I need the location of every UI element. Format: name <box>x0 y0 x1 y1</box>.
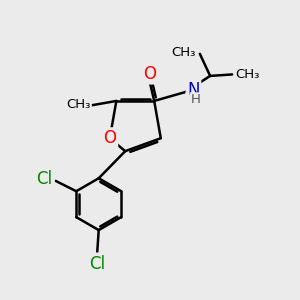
Text: Cl: Cl <box>37 170 53 188</box>
Text: O: O <box>143 64 156 82</box>
Text: CH₃: CH₃ <box>171 46 195 59</box>
Text: CH₃: CH₃ <box>66 98 90 111</box>
Text: Cl: Cl <box>89 254 105 272</box>
Text: CH₃: CH₃ <box>235 68 260 81</box>
Text: O: O <box>103 129 116 147</box>
Text: N: N <box>187 81 200 99</box>
Text: H: H <box>190 93 200 106</box>
